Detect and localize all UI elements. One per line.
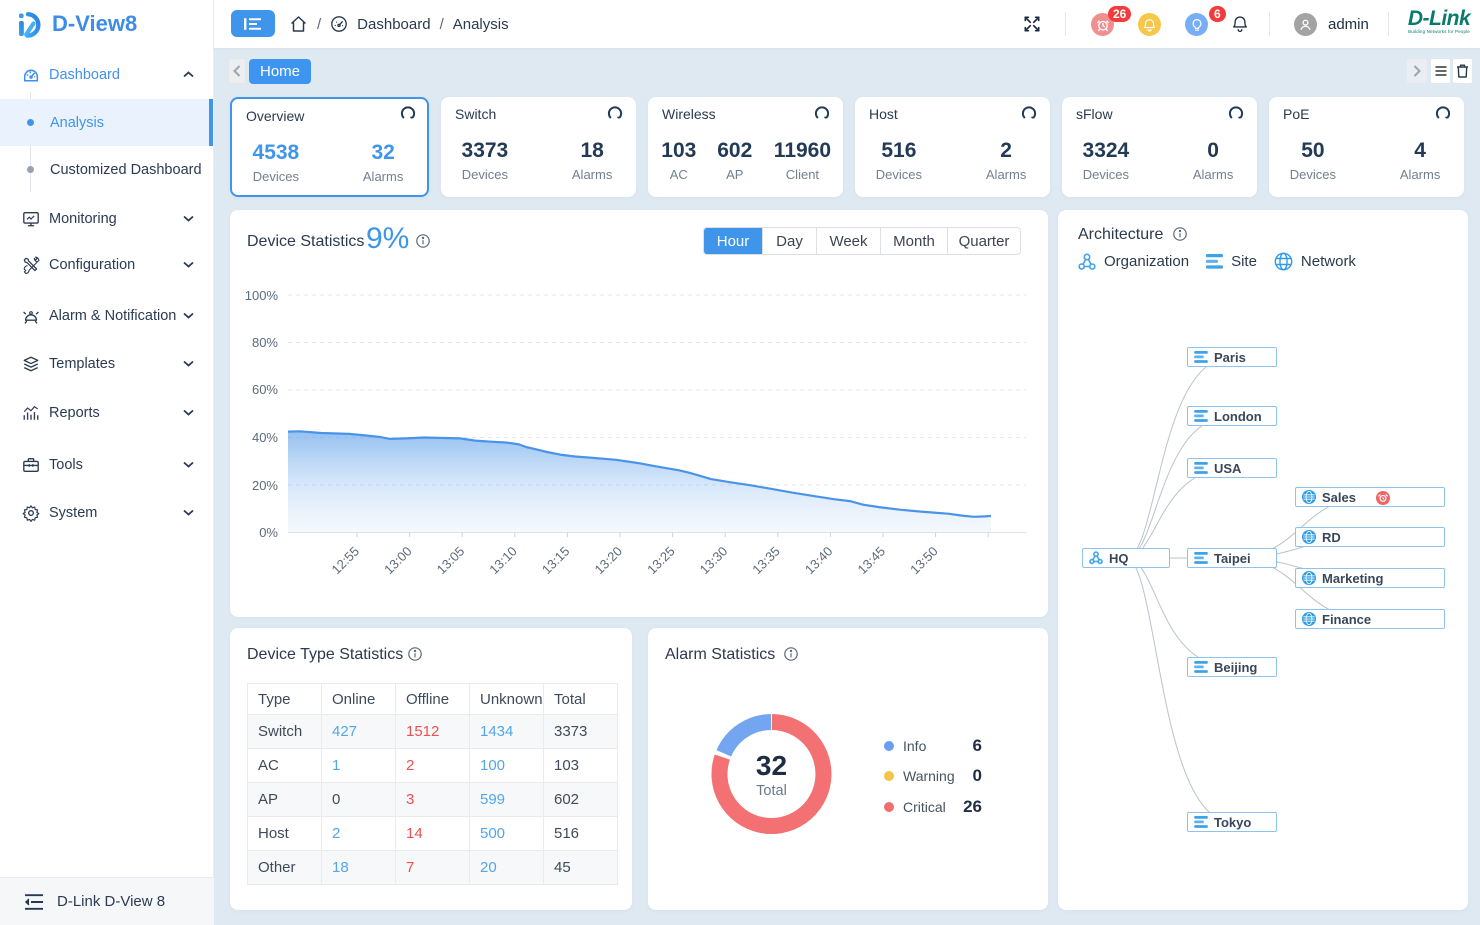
svg-text:80%: 80% <box>252 335 278 350</box>
svg-text:13:05: 13:05 <box>434 544 468 578</box>
svg-text:13:20: 13:20 <box>592 544 626 578</box>
svg-text:32: 32 <box>756 750 787 781</box>
svg-text:13:00: 13:00 <box>381 544 415 578</box>
svg-text:12:55: 12:55 <box>329 544 363 578</box>
svg-text:20%: 20% <box>252 478 278 493</box>
svg-text:0%: 0% <box>259 525 278 540</box>
svg-text:13:25: 13:25 <box>644 544 678 578</box>
svg-text:13:10: 13:10 <box>486 544 520 578</box>
svg-text:100%: 100% <box>245 288 279 303</box>
svg-text:13:50: 13:50 <box>907 544 941 578</box>
svg-text:13:40: 13:40 <box>802 544 836 578</box>
svg-text:13:35: 13:35 <box>749 544 783 578</box>
svg-text:13:15: 13:15 <box>539 544 573 578</box>
svg-text:60%: 60% <box>252 382 278 397</box>
svg-text:13:30: 13:30 <box>697 544 731 578</box>
svg-text:13:45: 13:45 <box>855 544 889 578</box>
svg-text:Total: Total <box>756 783 787 799</box>
svg-text:40%: 40% <box>252 430 278 445</box>
